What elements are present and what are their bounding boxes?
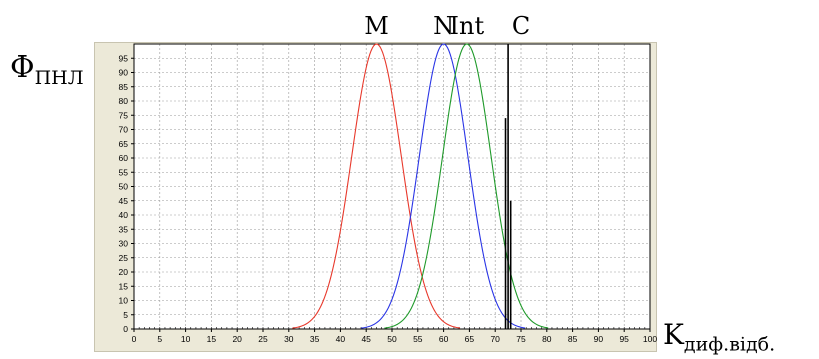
series-int-line bbox=[384, 43, 549, 329]
y-tick-label: 95 bbox=[119, 53, 129, 63]
x-tick-label: 95 bbox=[619, 334, 629, 344]
x-tick-label: 60 bbox=[439, 334, 449, 344]
x-tick-label: 90 bbox=[594, 334, 604, 344]
x-tick-label: 75 bbox=[516, 334, 526, 344]
x-tick-label: 25 bbox=[258, 334, 268, 344]
y-tick-label: 55 bbox=[119, 167, 129, 177]
y-tick-label: 80 bbox=[119, 96, 129, 106]
y-tick-label: 60 bbox=[119, 153, 129, 163]
x-tick-label: 40 bbox=[336, 334, 346, 344]
y-tick-label: 50 bbox=[119, 182, 129, 192]
y-tick-label: 40 bbox=[119, 210, 129, 220]
x-tick-label: 80 bbox=[542, 334, 552, 344]
y-tick-label: 35 bbox=[119, 224, 129, 234]
y-tick-label: 25 bbox=[119, 253, 129, 263]
y-tick-label: 45 bbox=[119, 196, 129, 206]
series-label-c: C bbox=[512, 12, 530, 40]
y-tick-label: 70 bbox=[119, 125, 129, 135]
x-tick-label: 65 bbox=[465, 334, 475, 344]
x-axis-label: Kдиф.відб. bbox=[663, 318, 776, 356]
x-tick-label: 5 bbox=[157, 334, 162, 344]
y-tick-label: 20 bbox=[119, 267, 129, 277]
x-tick-label: 10 bbox=[181, 334, 191, 344]
x-tick-label: 85 bbox=[568, 334, 578, 344]
x-tick-label: 55 bbox=[413, 334, 423, 344]
x-tick-label: 35 bbox=[310, 334, 320, 344]
y-tick-label: 15 bbox=[119, 281, 129, 291]
x-tick-label: 100 bbox=[643, 334, 657, 344]
series-label-n: N bbox=[433, 12, 454, 40]
x-tick-label: 0 bbox=[132, 334, 137, 344]
series-label-int: Int bbox=[450, 12, 485, 40]
x-tick-label: 30 bbox=[284, 334, 294, 344]
x-tick-label: 45 bbox=[361, 334, 371, 344]
y-tick-label: 90 bbox=[119, 68, 129, 78]
x-tick-label: 70 bbox=[490, 334, 500, 344]
series-label-m: M bbox=[364, 12, 389, 40]
y-tick-label: 30 bbox=[119, 239, 129, 249]
x-tick-label: 15 bbox=[207, 334, 217, 344]
y-tick-label: 0 bbox=[123, 324, 128, 334]
series-n-line bbox=[361, 43, 526, 329]
y-tick-label: 65 bbox=[119, 139, 129, 149]
y-tick-label: 75 bbox=[119, 110, 129, 120]
x-tick-label: 20 bbox=[232, 334, 242, 344]
y-tick-label: 10 bbox=[119, 296, 129, 306]
series-m-line bbox=[292, 43, 461, 329]
x-tick-label: 50 bbox=[387, 334, 397, 344]
y-tick-label: 5 bbox=[123, 310, 128, 320]
y-axis-label: ΦПНЛ bbox=[10, 50, 84, 89]
y-tick-label: 85 bbox=[119, 82, 129, 92]
